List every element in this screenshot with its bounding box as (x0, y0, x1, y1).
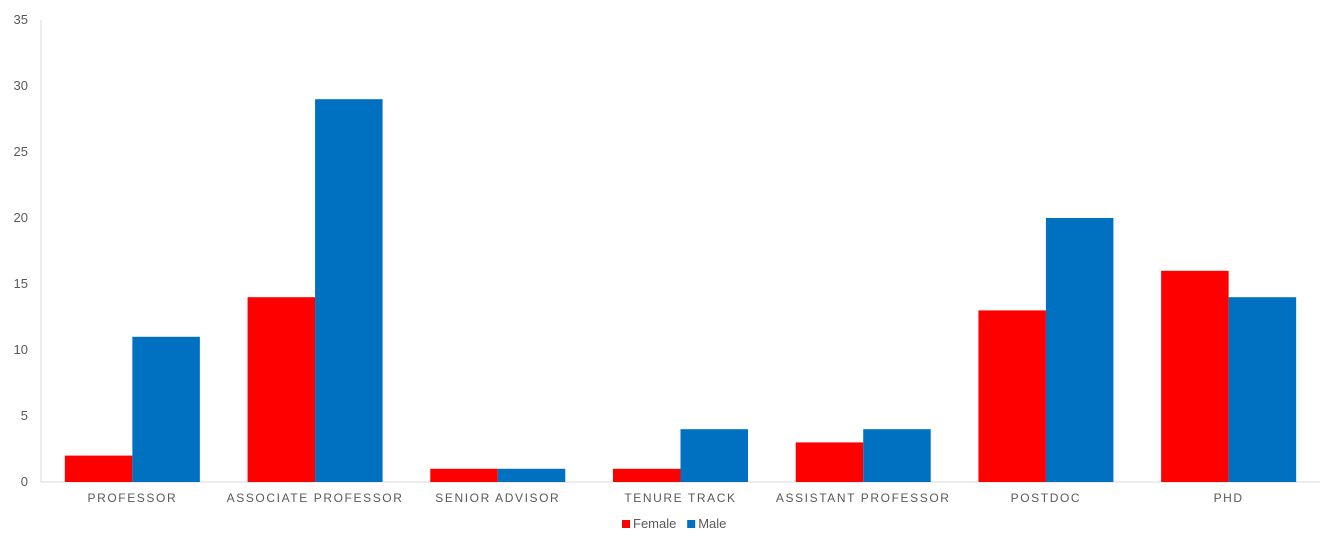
bar-female (247, 297, 316, 482)
legend-label-male: Male (698, 516, 726, 531)
bars (64, 99, 1297, 482)
y-tick-label: 5 (21, 408, 28, 423)
y-tick-label: 15 (14, 276, 28, 291)
bar-male (1228, 297, 1297, 482)
bar-female (613, 468, 681, 482)
bar-male (132, 336, 200, 482)
bar-male (497, 468, 566, 482)
legend-swatch-male (687, 520, 696, 528)
y-tick-label: 25 (14, 144, 28, 159)
legend: Female Male (622, 516, 726, 531)
x-tick-label: TENURE TRACK (624, 491, 736, 505)
x-axis-labels: PROFESSOR ASSOCIATE PROFESSOR SENIOR ADVIS… (87, 491, 1244, 505)
y-tick-label: 20 (14, 210, 28, 225)
bar-female (430, 468, 498, 482)
y-tick-label: 10 (14, 342, 28, 357)
legend-label-female: Female (633, 516, 676, 531)
x-tick-label: ASSOCIATE PROFESSOR (227, 491, 404, 505)
x-tick-label: SENIOR ADVISOR (435, 491, 560, 505)
y-tick-label: 30 (14, 78, 28, 93)
x-tick-label: PHD (1214, 491, 1244, 505)
bar-male (863, 429, 931, 482)
bar-female (64, 455, 133, 482)
bar-female (795, 442, 864, 482)
bar-male (315, 99, 383, 482)
bar-female (978, 310, 1046, 482)
y-tick-label: 35 (14, 12, 28, 27)
bar-female (1161, 270, 1229, 482)
x-tick-label: PROFESSOR (87, 491, 177, 505)
y-tick-label: 0 (21, 474, 28, 489)
bar-male (1045, 218, 1114, 482)
x-tick-label: POSTDOC (1011, 491, 1082, 505)
y-axis-ticks: 0 5 10 15 20 25 30 35 (14, 12, 28, 489)
x-tick-label: ASSISTANT PROFESSOR (776, 491, 951, 505)
bar-male (680, 429, 748, 482)
legend-swatch-female (622, 520, 630, 528)
